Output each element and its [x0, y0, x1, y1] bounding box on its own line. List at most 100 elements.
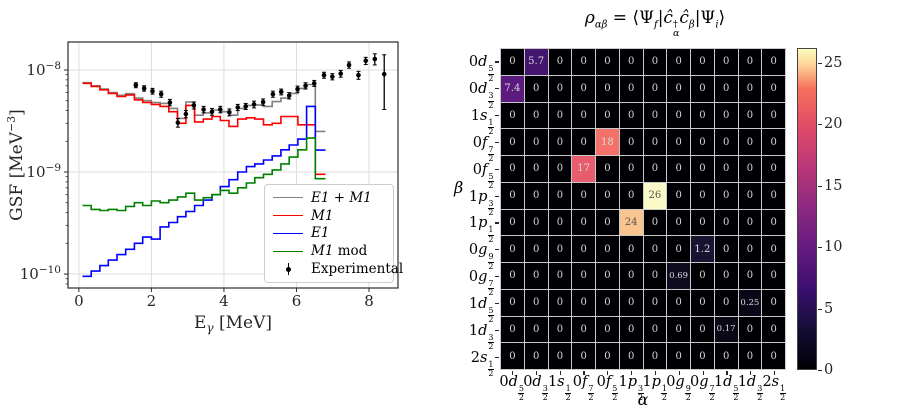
heatmap-cell: 0 — [643, 263, 667, 289]
row-label-1p3-2: 1p 3 2 — [468, 188, 494, 217]
heatmap-cell: 0 — [691, 156, 714, 182]
heatmap-title: ραβ = ⟨Ψf|ĉ † α ĉβ|Ψi⟩ — [490, 8, 820, 38]
row-label-0f5-2: 0f 5 2 — [472, 161, 494, 191]
rho-subscript: αβ — [594, 19, 608, 31]
heatmap-cell: 0 — [524, 316, 548, 343]
heatmap-cell: 0.17 — [714, 316, 738, 343]
heatmap-cell: 0 — [572, 49, 595, 75]
heatmap-cell: 0 — [572, 343, 595, 369]
gsf-series-M1mod — [82, 137, 326, 212]
psi-f: Ψ — [639, 8, 654, 28]
col-label-1p3-2: 1p 3 2 — [618, 374, 644, 403]
experimental-point — [330, 74, 335, 79]
experimental-point — [260, 99, 266, 105]
heatmap-cell: 0 — [501, 102, 524, 129]
experimental-point — [227, 109, 232, 115]
heatmap-cell: 0 — [501, 263, 524, 289]
y-tick — [495, 61, 499, 63]
legend-item-M1: M1 — [273, 207, 385, 225]
heatmap-cell: 24 — [619, 209, 643, 236]
alpha-axis-label: α — [637, 390, 649, 409]
legend-item-M1-mod: M1 mod — [273, 242, 385, 260]
heatmap-cell: 26 — [643, 182, 667, 209]
colorbar-tick-label: 10 — [824, 239, 843, 256]
heatmap-cell: 0 — [619, 182, 643, 209]
legend-label: E1 — [311, 225, 330, 242]
colorbar-tick-mark — [818, 308, 822, 310]
heatmap-cell: 0 — [667, 102, 690, 129]
x-tick — [607, 371, 609, 375]
gsf-gridlines — [68, 42, 398, 288]
heatmap-cell: 0 — [667, 236, 690, 262]
row-label-1d3-2: 1d 3 2 — [468, 322, 494, 352]
experimental-point — [278, 89, 284, 95]
heatmap-cell: 0 — [714, 236, 738, 262]
colorbar-tick-label: 5 — [824, 300, 834, 317]
experimental-point — [270, 91, 276, 97]
y-tick — [495, 249, 499, 251]
experimental-point — [209, 109, 215, 115]
c-operator: ĉ — [679, 8, 689, 28]
heatmap-cell: 0 — [714, 182, 738, 209]
experimental-point — [158, 91, 164, 97]
experimental-point — [372, 56, 378, 62]
colorbar-tick-mark — [818, 185, 822, 187]
heatmap-cell: 0 — [667, 49, 690, 75]
experimental-point — [218, 107, 223, 112]
heatmap-cell: 0 — [596, 343, 619, 369]
heatmap-cell: 0 — [762, 49, 785, 75]
experimental-point — [243, 104, 248, 109]
colorbar-tick-mark — [818, 370, 822, 372]
col-label-1d5-2: 1d 5 2 — [713, 374, 739, 403]
x-tick — [726, 371, 728, 375]
x-tick-label: 2 — [147, 292, 157, 310]
heatmap-cell: 0 — [619, 102, 643, 129]
heatmap-cell: 0 — [738, 75, 762, 102]
heatmap-cell: 0 — [548, 75, 572, 102]
legend-item-Experimental: Experimental — [273, 260, 403, 278]
colorbar-tick-mark — [818, 247, 822, 249]
col-label-0f7-2: 0f 7 2 — [572, 374, 594, 403]
heatmap-cell: 0 — [762, 209, 785, 236]
heatmap-cell: 0 — [572, 236, 595, 262]
line-swatch-icon — [273, 232, 303, 234]
x-tick-label: 0 — [74, 292, 84, 310]
rangle: ⟩ — [718, 8, 726, 28]
bar-2: | — [694, 8, 701, 28]
heatmap-cell: 0 — [524, 209, 548, 236]
heatmap-cell: 0 — [762, 263, 785, 289]
heatmap-cell: 0 — [738, 316, 762, 343]
experimental-point — [150, 88, 155, 94]
heatmap-cell: 18 — [596, 129, 619, 155]
x-tick — [511, 371, 514, 375]
y-axis-ticks: 10−8 10−9 10−10 — [20, 60, 68, 285]
line-swatch-icon — [273, 250, 303, 252]
density-matrix-figure: ραβ = ⟨Ψf|ĉ † α ĉβ|Ψi⟩ β 0 5.7 0 0 0 0 0 0 0 0 0 0 7.4 0… — [450, 0, 900, 417]
heatmap-cell: 0 — [572, 182, 595, 209]
colorbar-tick-label: 20 — [824, 116, 843, 133]
gsf-series-E1 — [82, 105, 326, 278]
x-tick — [678, 371, 680, 375]
heatmap-cell: 0 — [524, 156, 548, 182]
heatmap-cell: 0 — [572, 316, 595, 343]
psi-i-subscript: i — [715, 19, 719, 31]
experimental-point — [338, 71, 344, 76]
experimental-point — [286, 93, 292, 98]
heatmap-cell: 0 — [738, 129, 762, 155]
experimental-point — [311, 81, 317, 86]
row-label-0g9-2: 0g 9 2 — [468, 242, 494, 271]
heatmap-cell: 0 — [596, 316, 619, 343]
experimental-point — [167, 100, 173, 105]
heatmap-cell: 0 — [738, 236, 762, 262]
heatmap-cell: 0 — [762, 102, 785, 129]
heatmap-cell: 0 — [596, 209, 619, 236]
langle: ⟨ — [632, 8, 640, 28]
heatmap-cell: 0 — [548, 209, 572, 236]
c-dagger-operator: ĉ — [663, 8, 673, 28]
heatmap-cell: 0 — [714, 156, 738, 182]
experimental-point — [356, 72, 361, 78]
heatmap-cell: 0 — [524, 129, 548, 155]
heatmap-cell: 0 — [501, 289, 524, 316]
heatmap-cell: 0 — [596, 263, 619, 289]
x-tick — [583, 371, 585, 375]
